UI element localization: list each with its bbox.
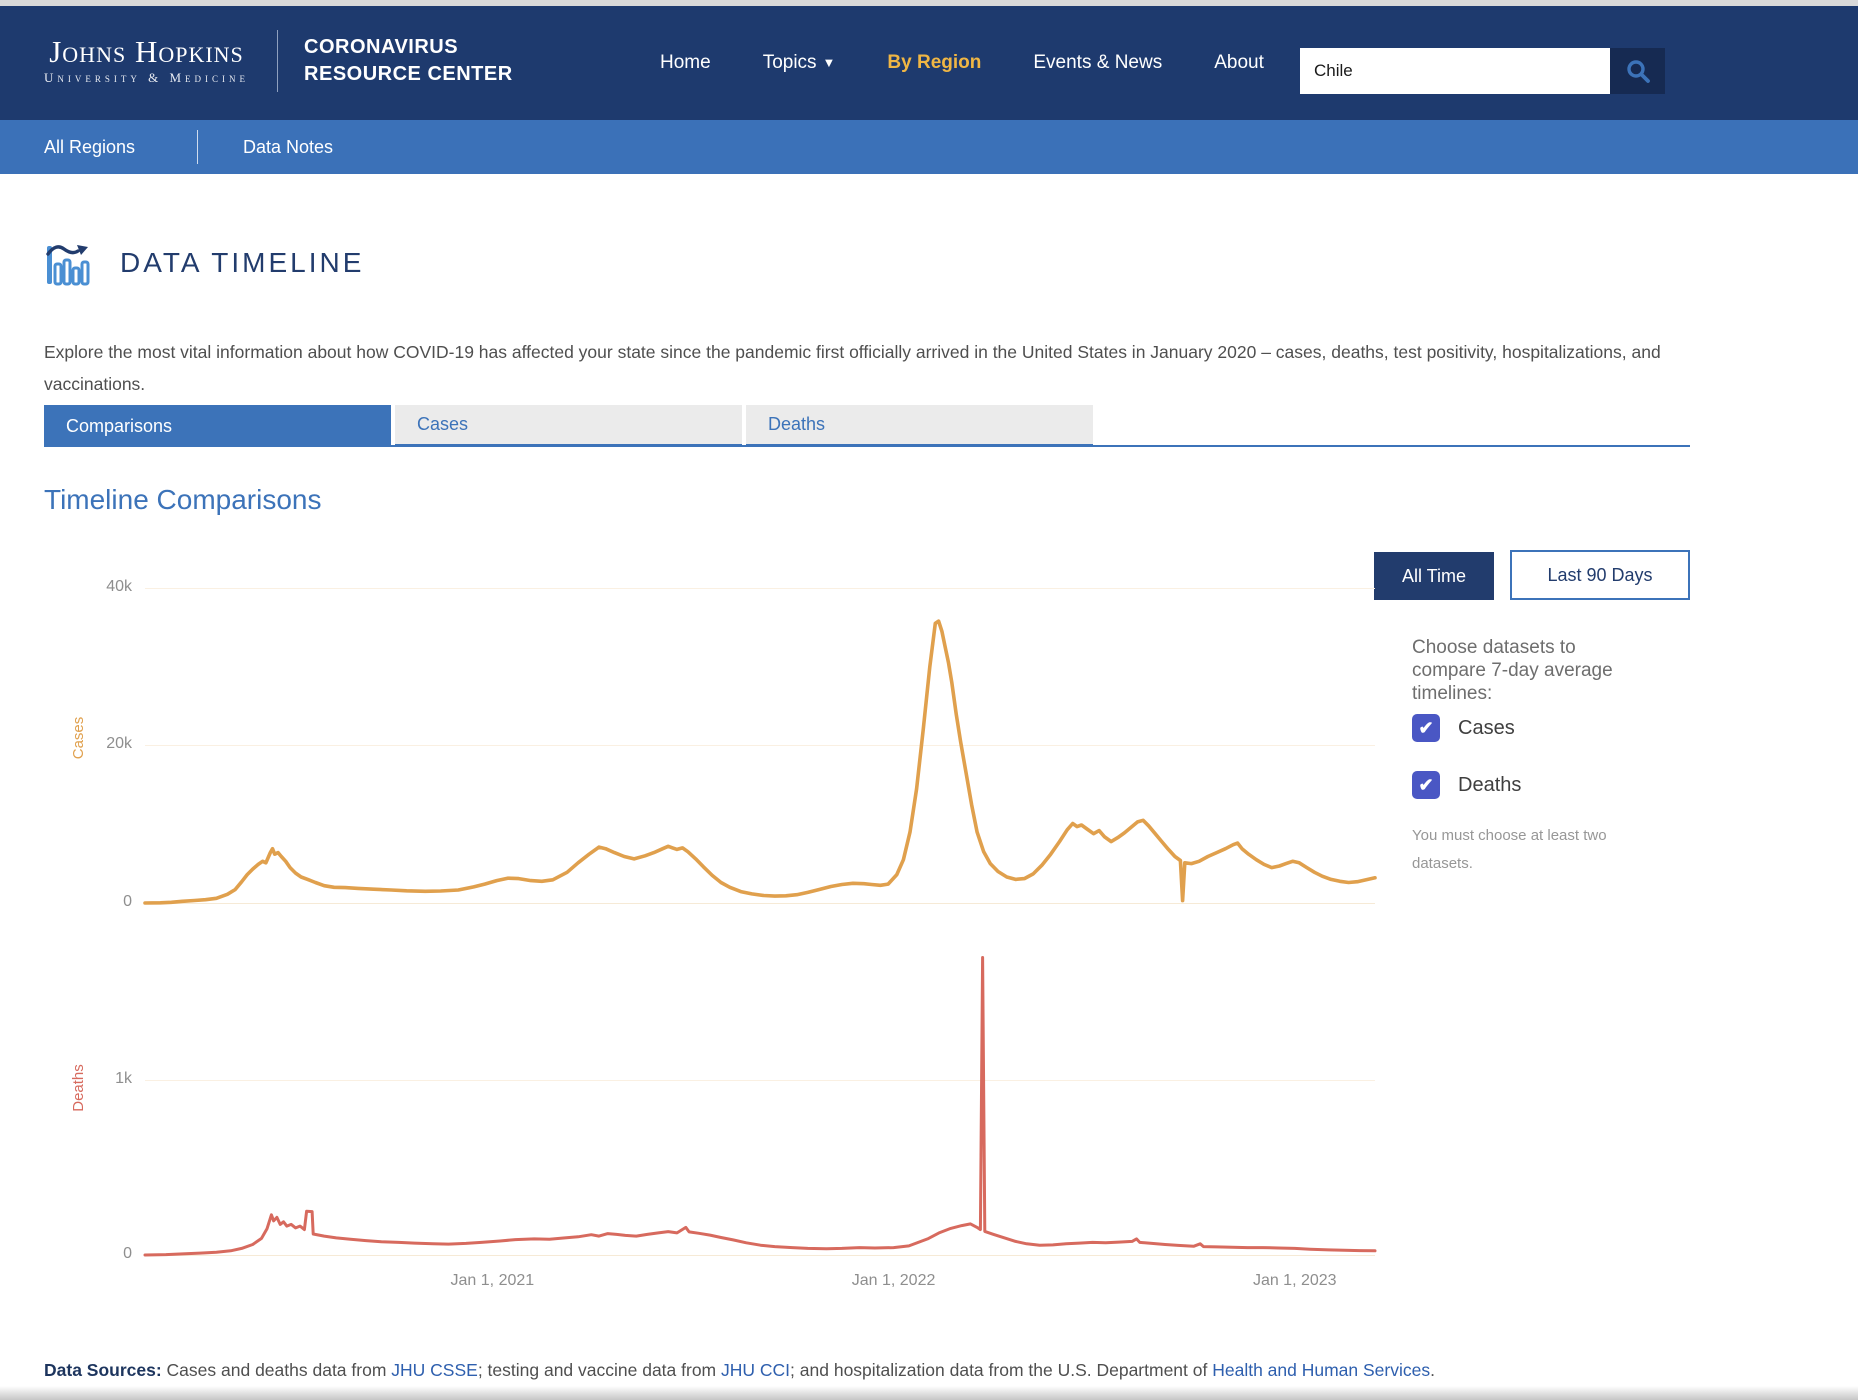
cases-timeline-chart[interactable] xyxy=(143,570,1377,910)
xtick-jan-2022: Jan 1, 2022 xyxy=(851,1272,936,1289)
logo-divider xyxy=(277,30,279,92)
chevron-down-icon: ▼ xyxy=(822,55,836,70)
nav-home[interactable]: Home xyxy=(660,52,711,73)
nav-events-news[interactable]: Events & News xyxy=(1033,52,1163,73)
xtick-jan-2021: Jan 1, 2021 xyxy=(450,1272,535,1289)
region-subnav: All Regions Data Notes xyxy=(0,120,1858,174)
footer-segment: ; and hospitalization data from the U.S.… xyxy=(790,1359,1213,1380)
nav-about[interactable]: About xyxy=(1214,52,1264,73)
deaths-checkbox-label: Deaths xyxy=(1458,773,1522,796)
search-button[interactable] xyxy=(1610,48,1665,94)
cases-line xyxy=(143,619,1377,905)
cases-checkbox[interactable]: ✔ xyxy=(1412,714,1440,742)
check-icon: ✔ xyxy=(1418,717,1434,738)
subnav-all-regions[interactable]: All Regions xyxy=(44,137,136,157)
cases-checkbox-label: Cases xyxy=(1458,716,1515,739)
cases-gridline-40k xyxy=(145,588,1375,589)
cases-gridline-20k xyxy=(145,745,1375,746)
deaths-ytick-1k: 1k xyxy=(115,1070,132,1087)
deaths-gridline-1k xyxy=(145,1080,1375,1081)
cases-ytick-0: 0 xyxy=(123,893,132,910)
brand-line1: CORONAVIRUS xyxy=(304,36,459,58)
deaths-line xyxy=(143,956,1377,1257)
check-icon: ✔ xyxy=(1418,774,1434,795)
all-time-button[interactable]: All Time xyxy=(1374,552,1494,600)
dataset-note: You must choose at least two datasets. xyxy=(1412,827,1607,872)
xtick-jan-2023: Jan 1, 2023 xyxy=(1252,1272,1337,1289)
cases-ytick-40k: 40k xyxy=(106,578,132,595)
dataset-prompt: Choose datasets to compare 7-day average… xyxy=(1412,637,1613,704)
deaths-baseline xyxy=(145,1255,1375,1256)
jhu-logo-line1: Johns Hopkins xyxy=(49,34,244,69)
deaths-timeline-chart[interactable] xyxy=(143,950,1377,1262)
window-edge-bottom xyxy=(0,1386,1858,1400)
data-source-link[interactable]: JHU CCI xyxy=(721,1359,791,1380)
last-90-days-button[interactable]: Last 90 Days xyxy=(1510,550,1690,600)
tab-cases[interactable]: Cases xyxy=(395,405,742,447)
jhu-logo-line2: University & Medicine xyxy=(44,70,250,85)
cases-axis-label: Cases xyxy=(70,716,87,760)
tab-deaths[interactable]: Deaths xyxy=(746,405,1093,447)
nav-by-region[interactable]: By Region xyxy=(887,52,982,73)
footer-segment: Cases and deaths data from xyxy=(166,1359,392,1380)
page-description: Explore the most vital information about… xyxy=(44,341,1661,394)
section-title: Timeline Comparisons xyxy=(44,484,322,515)
data-sources-text: Data Sources: Cases and deaths data from… xyxy=(44,1354,1684,1386)
dataset-option-deaths[interactable]: ✔ Deaths xyxy=(1412,771,1521,799)
deaths-axis-label: Deaths xyxy=(70,1064,87,1112)
data-timeline-icon xyxy=(44,238,94,288)
subnav-data-notes[interactable]: Data Notes xyxy=(243,137,334,157)
page-title-row: DATA TIMELINE xyxy=(44,238,364,288)
site-logo[interactable]: Johns Hopkins University & Medicine CORO… xyxy=(44,30,513,92)
footer-segment: . xyxy=(1430,1359,1435,1380)
footer-segment: Data Sources: xyxy=(44,1359,167,1380)
footer-segment: ; testing and vaccine data from xyxy=(477,1359,722,1380)
data-source-link[interactable]: Health and Human Services xyxy=(1212,1359,1431,1380)
cases-ytick-20k: 20k xyxy=(106,735,132,752)
timeline-tabs: Comparisons Cases Deaths xyxy=(0,405,1858,447)
deaths-checkbox[interactable]: ✔ xyxy=(1412,771,1440,799)
jhu-logo: Johns Hopkins University & Medicine xyxy=(44,35,249,87)
search-input[interactable] xyxy=(1300,48,1610,94)
data-source-link[interactable]: JHU CSSE xyxy=(391,1359,478,1380)
site-brand: CORONAVIRUS RESOURCE CENTER xyxy=(304,34,513,88)
window-edge-top xyxy=(0,0,1858,6)
brand-line2: RESOURCE CENTER xyxy=(304,63,513,85)
tab-comparisons[interactable]: Comparisons xyxy=(44,405,391,447)
main-nav: Home Topics ▼ By Region Events & News Abo… xyxy=(660,6,1264,120)
search-icon xyxy=(1625,58,1651,84)
cases-baseline xyxy=(145,903,1375,904)
site-header: Johns Hopkins University & Medicine CORO… xyxy=(0,6,1858,120)
subnav-divider xyxy=(197,130,198,164)
nav-topics[interactable]: Topics ▼ xyxy=(762,52,836,73)
deaths-ytick-0: 0 xyxy=(123,1245,132,1262)
page-title: DATA TIMELINE xyxy=(120,247,365,278)
dataset-option-cases[interactable]: ✔ Cases xyxy=(1412,714,1515,742)
